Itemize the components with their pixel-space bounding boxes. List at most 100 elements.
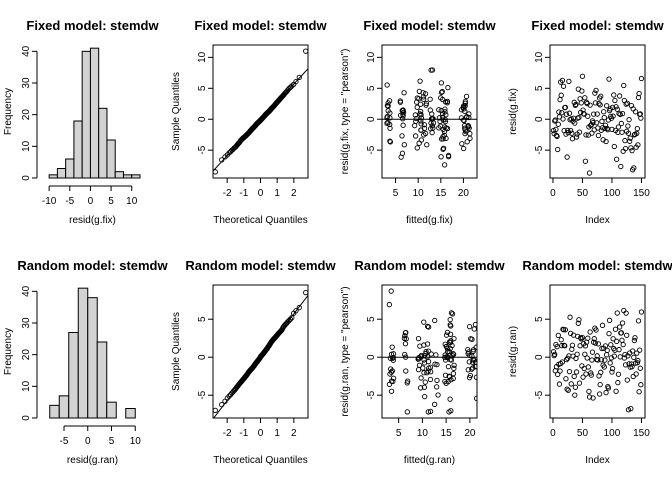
data-point	[609, 369, 615, 375]
data-point	[287, 316, 293, 322]
y-tick-label: 5	[534, 85, 545, 91]
data-point	[293, 308, 299, 314]
panel-title: Fixed model: stemdw	[26, 18, 159, 33]
y-axis-label: resid(g.fix)	[508, 88, 519, 135]
x-tick-label: 10	[126, 196, 138, 207]
panel-title: Fixed model: stemdw	[194, 18, 327, 33]
data-point	[400, 109, 407, 116]
y-tick-label: -5	[534, 145, 545, 154]
x-tick-label: 0	[258, 188, 264, 199]
data-point	[432, 401, 438, 408]
data-point	[427, 376, 434, 383]
data-point	[627, 138, 633, 144]
data-point	[464, 139, 470, 145]
data-point	[635, 142, 641, 148]
data-point	[425, 368, 431, 374]
data-point	[401, 335, 408, 341]
data-point	[287, 84, 293, 90]
data-point	[592, 90, 598, 96]
data-point	[418, 375, 424, 381]
data-point	[417, 78, 423, 84]
data-point	[397, 112, 404, 118]
y-tick-label: 0	[21, 175, 32, 181]
data-point	[601, 115, 607, 121]
data-point	[467, 352, 473, 359]
data-point	[556, 109, 562, 115]
data-point	[636, 90, 642, 97]
data-point	[425, 409, 431, 415]
data-point	[559, 342, 565, 349]
data-point	[624, 100, 630, 106]
data-point	[568, 127, 574, 134]
histogram-bar	[114, 171, 124, 179]
data-point	[428, 351, 434, 357]
data-point	[416, 88, 422, 95]
data-point	[418, 118, 424, 124]
data-point	[574, 351, 580, 357]
data-point	[303, 48, 308, 54]
data-point	[595, 357, 601, 363]
data-point	[447, 316, 453, 323]
data-point	[611, 92, 617, 98]
y-tick-label: 0	[197, 116, 208, 122]
data-point	[447, 331, 454, 337]
data-point	[637, 365, 643, 371]
data-point	[400, 122, 406, 128]
data-point	[303, 289, 308, 296]
data-point	[557, 368, 563, 374]
data-point	[616, 110, 622, 117]
data-point	[555, 121, 561, 127]
data-point	[611, 143, 617, 150]
data-point	[418, 112, 424, 118]
y-tick-label: 0	[534, 354, 545, 360]
data-point	[403, 329, 409, 336]
data-point	[471, 326, 477, 332]
data-point	[289, 314, 295, 321]
data-point	[614, 310, 620, 316]
y-tick-label: 0	[366, 354, 377, 360]
y-tick-label: 5	[366, 316, 377, 322]
data-point	[387, 125, 393, 131]
x-axis-label: resid(g.fix)	[69, 215, 116, 226]
x-tick-label: 50	[577, 188, 589, 199]
data-point	[586, 388, 592, 395]
histogram-bar	[81, 50, 91, 179]
data-point	[463, 93, 470, 99]
data-point	[583, 132, 589, 138]
data-point	[601, 109, 607, 115]
data-point	[599, 345, 605, 352]
data-point	[603, 352, 610, 358]
data-point	[627, 135, 633, 141]
data-point	[595, 341, 602, 347]
data-point	[564, 154, 570, 160]
data-point	[597, 381, 603, 388]
panel-2: Fixed model: stemdw Theoretical Quantiles…	[171, 18, 327, 226]
data-point	[421, 132, 427, 138]
data-point	[460, 103, 467, 109]
data-point	[572, 102, 579, 108]
data-point	[450, 370, 457, 377]
data-point	[436, 115, 443, 121]
data-point	[602, 343, 609, 349]
data-point	[418, 127, 424, 133]
data-point	[438, 89, 445, 95]
histogram-bar	[49, 404, 60, 419]
x-tick-label: 15	[435, 188, 447, 199]
data-point	[416, 96, 422, 102]
data-point	[624, 377, 630, 383]
panel-title: Random model: stemdw	[522, 258, 672, 273]
data-point	[602, 357, 608, 363]
data-point	[390, 357, 396, 363]
data-point	[618, 120, 625, 127]
data-point	[446, 373, 452, 379]
data-point	[401, 90, 407, 96]
data-point	[606, 330, 612, 337]
data-point	[434, 384, 440, 390]
data-point	[432, 317, 438, 324]
data-point	[286, 317, 292, 324]
histogram-bar	[89, 47, 100, 179]
panel-6: Random model: stemdw Theoretical Quantile…	[171, 258, 336, 466]
data-point	[597, 102, 603, 108]
data-point	[619, 129, 625, 135]
data-point	[605, 385, 612, 391]
